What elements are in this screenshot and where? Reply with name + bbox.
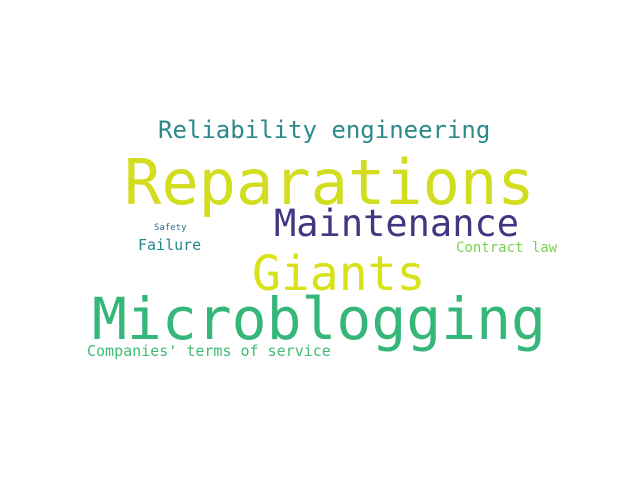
word-safety: Safety — [154, 223, 187, 233]
word-companies-terms-of-service: Companies' terms of service — [87, 342, 331, 360]
word-reliability-engineering: Reliability engineering — [158, 116, 491, 144]
word-reparations: Reparations — [124, 146, 535, 219]
word-giants: Giants — [252, 246, 426, 302]
word-maintenance: Maintenance — [274, 202, 520, 245]
word-microblogging: Microblogging — [92, 285, 546, 353]
word-contract-law: Contract law — [456, 240, 558, 256]
word-failure: Failure — [138, 236, 202, 254]
